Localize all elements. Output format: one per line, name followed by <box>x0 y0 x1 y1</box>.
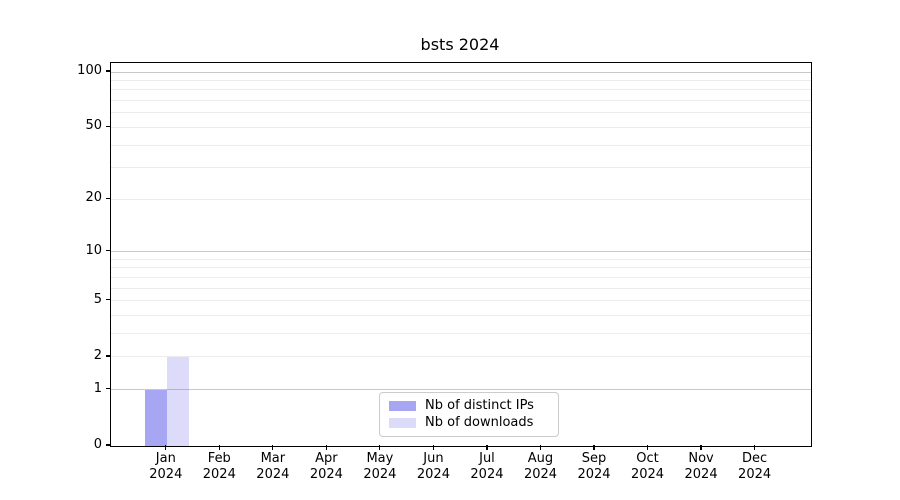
x-tick-month: Jul <box>479 451 495 466</box>
gridline-minor <box>111 356 811 358</box>
x-tick <box>165 445 167 450</box>
x-tick-label: Jun 2024 <box>393 451 473 482</box>
x-tick-label: Dec 2024 <box>715 451 795 482</box>
legend-label: Nb of downloads <box>425 415 534 430</box>
gridline-minor <box>111 315 811 317</box>
x-tick-month: Feb <box>207 451 231 466</box>
x-tick-year: 2024 <box>630 466 665 482</box>
x-tick-year: 2024 <box>256 466 290 482</box>
y-tick-label: 2 <box>93 347 102 363</box>
legend: Nb of distinct IPs Nb of downloads <box>379 392 559 437</box>
gridline-minor <box>111 80 811 82</box>
x-tick <box>754 445 756 450</box>
x-tick-label: Jan 2024 <box>126 451 206 482</box>
gridline-minor <box>111 89 811 91</box>
x-tick <box>539 445 542 450</box>
bar-nb-of-downloads-jan <box>166 356 189 446</box>
x-tick-month: Apr <box>315 451 338 466</box>
x-tick <box>593 445 595 450</box>
legend-entry: Nb of distinct IPs <box>380 397 558 414</box>
y-tick <box>105 70 110 72</box>
x-tick-month: Sep <box>581 451 607 466</box>
x-tick-year: 2024 <box>149 466 183 482</box>
x-tick <box>700 445 702 450</box>
y-tick-label: 0 <box>93 437 102 452</box>
x-tick-label: Aug 2024 <box>500 451 580 482</box>
y-tick-label: 1 <box>93 380 102 396</box>
plot-area <box>110 62 812 447</box>
x-tick-year: 2024 <box>738 466 772 482</box>
y-tick-label: 20 <box>85 190 102 206</box>
y-tick <box>105 388 110 390</box>
legend-label: Nb of distinct IPs <box>425 398 534 413</box>
x-tick-month: Mar <box>260 451 286 466</box>
x-tick-year: 2024 <box>470 466 504 482</box>
x-tick-label: Sep 2024 <box>554 451 634 482</box>
gridline-minor <box>111 333 811 335</box>
y-tick-label: 100 <box>77 63 102 79</box>
gridline-minor <box>111 112 811 114</box>
x-tick <box>218 445 220 450</box>
gridline-minor <box>111 300 811 302</box>
x-tick-year: 2024 <box>202 466 236 482</box>
gridline-minor <box>111 198 811 200</box>
x-tick-label: May 2024 <box>340 451 420 482</box>
y-tick-label: 5 <box>93 291 102 307</box>
legend-swatch-nb-of-distinct-ips <box>389 400 416 411</box>
x-tick-label: Nov 2024 <box>661 451 741 482</box>
gridline-minor <box>111 267 811 269</box>
gridline-major <box>111 389 811 391</box>
gridline-minor <box>111 100 811 102</box>
x-tick <box>486 445 488 450</box>
y-tick-label: 10 <box>85 242 102 258</box>
x-tick-label: Feb 2024 <box>179 451 259 482</box>
x-tick-year: 2024 <box>309 466 343 482</box>
x-tick <box>379 445 381 450</box>
x-tick-label: Apr 2024 <box>286 451 366 482</box>
legend-swatch-nb-of-downloads <box>389 417 416 428</box>
gridline-minor <box>111 126 811 128</box>
x-tick-year: 2024 <box>523 466 558 482</box>
x-tick-year: 2024 <box>363 466 397 482</box>
y-tick <box>105 355 110 357</box>
y-tick <box>105 125 110 128</box>
x-tick-month: Jun <box>423 451 444 466</box>
x-tick-year: 2024 <box>684 466 718 482</box>
x-tick-year: 2024 <box>416 466 450 482</box>
x-tick-label: Mar 2024 <box>233 451 313 482</box>
legend-entries: Nb of distinct IPs Nb of downloads <box>380 397 558 431</box>
x-tick <box>432 445 435 450</box>
x-tick-month: May <box>366 451 394 466</box>
gridline-minor <box>111 144 811 146</box>
x-tick-year: 2024 <box>577 466 611 482</box>
gridline-minor <box>111 167 811 169</box>
y-tick <box>105 299 110 301</box>
x-tick-month: Nov <box>688 451 714 466</box>
chart-title: bsts 2024 <box>420 35 500 54</box>
x-tick <box>325 445 327 450</box>
x-tick-month: Jan <box>155 451 176 466</box>
gridline-minor <box>111 287 811 289</box>
gridline-minor <box>111 277 811 279</box>
bar-nb-of-distinct-ips-jan <box>145 389 167 446</box>
y-tick-label: 50 <box>85 118 102 134</box>
gridline-minor <box>111 258 811 260</box>
x-tick <box>646 445 649 450</box>
x-tick-month: Oct <box>636 451 659 466</box>
y-tick <box>105 197 110 199</box>
y-tick <box>105 250 110 252</box>
gridline-major <box>111 251 811 253</box>
legend-entry: Nb of downloads <box>380 414 558 431</box>
x-tick-month: Dec <box>742 451 768 466</box>
x-tick-month: Aug <box>527 451 554 466</box>
gridline-major <box>111 71 811 73</box>
x-tick-label: Oct 2024 <box>608 451 688 482</box>
x-tick-label: Jul 2024 <box>447 451 527 482</box>
x-tick <box>272 445 274 450</box>
y-tick <box>105 444 110 446</box>
